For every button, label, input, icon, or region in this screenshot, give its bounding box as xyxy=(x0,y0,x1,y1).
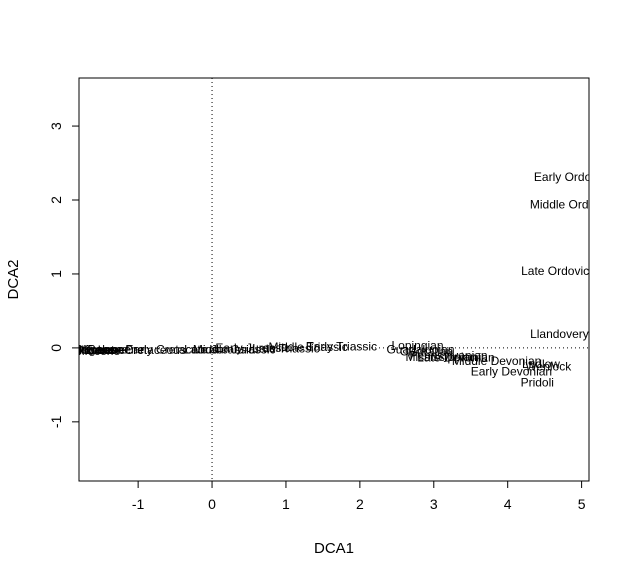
y-axis-title: DCA2 xyxy=(5,259,22,299)
point-label: Early Triassic xyxy=(306,339,377,353)
axes: -1 0 1 2 3 4 5 -1 0 1 2 3 xyxy=(48,77,590,512)
point-label: Late Ordovician xyxy=(521,264,605,278)
x-tick-label: 5 xyxy=(578,496,586,512)
point-label: Middle Jurassic xyxy=(193,342,276,356)
point-label: Pleistocene xyxy=(61,342,123,356)
point-label: Oligocene xyxy=(74,342,128,356)
y-tick-label: 2 xyxy=(48,196,64,204)
x-tick-label: 1 xyxy=(282,496,290,512)
point-label: Pliocene xyxy=(71,343,117,357)
y-tick-label: 3 xyxy=(48,122,64,130)
point-label: Llandovery xyxy=(530,327,589,341)
point-label: Early Devonian xyxy=(471,365,552,379)
plot-area xyxy=(79,78,589,481)
point-label: Guadalupian xyxy=(386,342,454,356)
point-labels: Early Ordovician Middle Ordovician Late Or… xyxy=(61,170,626,390)
point-label: Early Ordovician xyxy=(534,170,622,184)
point-label: Late Triassic xyxy=(252,342,319,356)
point-label: Early Jurassic xyxy=(215,341,290,355)
point-label: Holocene xyxy=(64,343,115,357)
point-label: Paleocene xyxy=(88,342,145,356)
x-tick-label: 2 xyxy=(356,496,364,512)
x-tick-label: -1 xyxy=(132,496,145,512)
y-tick-label: -1 xyxy=(48,415,64,428)
point-label: Eocene xyxy=(85,343,126,357)
point-label: Middle Triassic xyxy=(268,340,347,354)
point-label: Late Jurassic xyxy=(184,342,255,356)
point-label: Pennsylvanian xyxy=(410,348,488,362)
point-label: Late Cretaceous xyxy=(98,343,186,357)
point-label: Miocene xyxy=(75,344,121,358)
point-label: Early Cretaceous xyxy=(125,342,217,356)
point-label: Ludlow xyxy=(522,357,560,371)
x-axis-title: DCA1 xyxy=(314,540,354,557)
point-label: Middle Ordovician xyxy=(530,197,626,211)
y-tick-label: 0 xyxy=(48,344,64,352)
point-label: Late Devonian xyxy=(417,351,494,365)
y-tick-label: 1 xyxy=(48,270,64,278)
point-label: Lopingian xyxy=(391,339,443,353)
point-label: Cisuralian xyxy=(400,345,453,359)
point-label: Pridoli xyxy=(521,376,554,390)
plot-frame xyxy=(78,77,590,482)
x-tick-label: 4 xyxy=(504,496,512,512)
point-label: Wenlock xyxy=(525,359,572,373)
x-tick-label: 0 xyxy=(208,496,216,512)
point-label: Middle Devonian xyxy=(452,354,541,368)
point-label: Mississippian xyxy=(405,350,476,364)
x-tick-label: 3 xyxy=(430,496,438,512)
